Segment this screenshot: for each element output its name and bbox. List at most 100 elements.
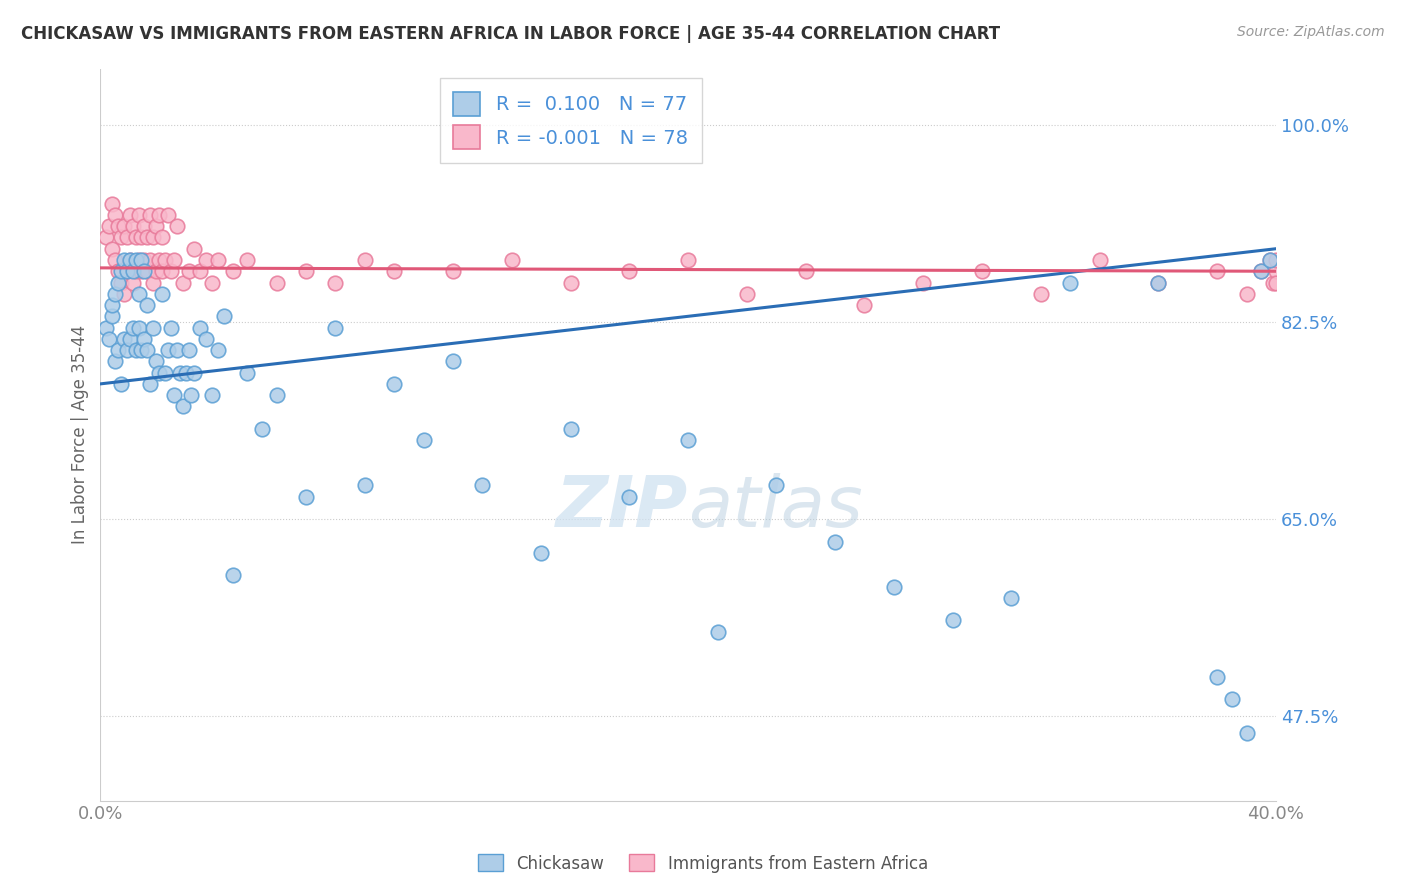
Point (177, 264, 200, 278)
Point (1088, 252, 1111, 267)
Point (145, 264, 167, 278)
Point (131, 264, 153, 278)
Point (382, 376, 405, 391)
Point (115, 264, 138, 278)
Point (188, 320, 211, 334)
Point (1258, 252, 1281, 267)
Point (530, 546, 553, 560)
Point (177, 343, 200, 357)
Point (112, 332, 135, 346)
Point (107, 343, 129, 357)
Point (201, 276, 224, 290)
Point (174, 366, 197, 380)
Point (136, 264, 159, 278)
Point (183, 242, 205, 256)
Point (118, 252, 141, 267)
Point (148, 366, 170, 380)
Point (150, 286, 173, 301)
Point (96, 320, 118, 334)
Point (96, 230, 118, 244)
Point (1250, 264, 1272, 278)
Point (136, 343, 159, 357)
Point (942, 614, 965, 628)
Point (148, 208, 170, 222)
Point (212, 310, 235, 324)
Point (153, 366, 176, 380)
Point (110, 376, 132, 391)
Point (110, 230, 132, 244)
Point (236, 252, 259, 267)
Point (101, 310, 124, 324)
Point (121, 320, 143, 334)
Point (1206, 670, 1229, 684)
Point (112, 286, 135, 301)
Point (169, 366, 191, 380)
Text: Source: ZipAtlas.com: Source: ZipAtlas.com (1237, 25, 1385, 39)
Point (354, 478, 377, 492)
Point (101, 298, 124, 312)
Point (560, 422, 582, 436)
Point (1236, 286, 1258, 301)
Point (735, 286, 758, 301)
Point (676, 433, 699, 447)
Point (110, 276, 132, 290)
Point (121, 219, 143, 234)
Point (166, 219, 188, 234)
Point (1147, 276, 1170, 290)
Point (112, 252, 135, 267)
Point (131, 343, 153, 357)
Point (221, 264, 243, 278)
Point (1147, 276, 1170, 290)
Point (207, 343, 229, 357)
Point (104, 252, 127, 267)
Point (156, 343, 179, 357)
Point (295, 264, 318, 278)
Point (98, 219, 121, 234)
Point (150, 230, 173, 244)
Point (153, 252, 176, 267)
Point (142, 276, 165, 290)
Point (1265, 276, 1288, 290)
Point (1000, 591, 1022, 605)
Point (134, 264, 156, 278)
Point (150, 264, 173, 278)
Point (266, 388, 288, 402)
Point (501, 252, 523, 267)
Point (883, 580, 905, 594)
Point (441, 354, 464, 368)
Point (124, 343, 146, 357)
Point (1059, 276, 1081, 290)
Point (124, 230, 146, 244)
Point (221, 568, 243, 582)
Point (107, 264, 129, 278)
Point (139, 376, 162, 391)
Text: ZIP: ZIP (555, 474, 688, 542)
Point (136, 298, 159, 312)
Point (128, 252, 150, 267)
Point (131, 230, 153, 244)
Point (201, 388, 224, 402)
Point (115, 264, 138, 278)
Point (104, 286, 127, 301)
Point (706, 624, 728, 639)
Point (1265, 252, 1288, 267)
Point (195, 332, 218, 346)
Point (115, 343, 138, 357)
Point (325, 276, 347, 290)
Point (115, 230, 138, 244)
Point (1029, 286, 1052, 301)
Point (128, 208, 150, 222)
Point (382, 264, 405, 278)
Point (121, 264, 143, 278)
Point (970, 264, 993, 278)
Point (295, 490, 318, 504)
Point (560, 276, 582, 290)
Text: atlas: atlas (688, 474, 863, 542)
Point (136, 230, 159, 244)
Point (166, 343, 188, 357)
Point (134, 332, 156, 346)
Point (441, 264, 464, 278)
Point (118, 208, 141, 222)
Point (145, 219, 167, 234)
Point (250, 422, 273, 436)
